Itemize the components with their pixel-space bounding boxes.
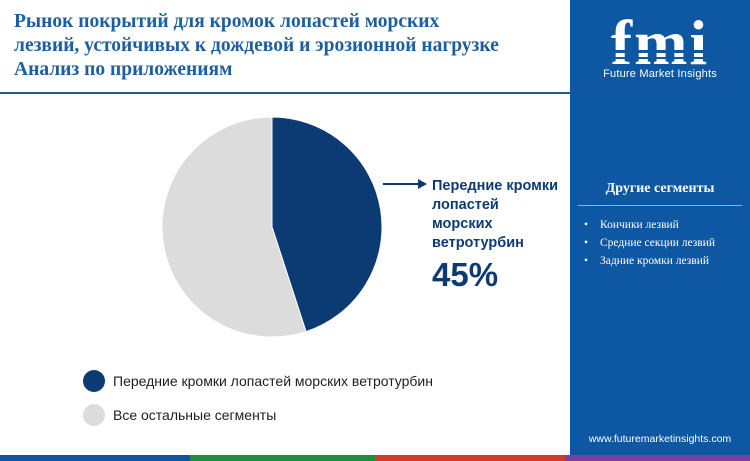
pie-slice-offshore-leading-edges <box>271 116 383 333</box>
bullet-icon: • <box>584 219 589 231</box>
logo-wordmark: fmi <box>611 10 709 78</box>
legend-label: Передние кромки лопастей морских ветроту… <box>113 373 433 389</box>
chart-title-line: Анализ по приложениям <box>14 59 233 80</box>
footer-segment <box>565 455 750 461</box>
callout-label-line: Передние кромки <box>432 178 559 194</box>
chart-legend: Передние кромки лопастей морских ветроту… <box>83 366 433 434</box>
segment-item-label: Кончики лезвий <box>600 219 679 231</box>
footer-segment <box>375 455 565 461</box>
segment-item-label: Средние секции лезвий <box>600 237 716 249</box>
callout-arrow <box>383 179 427 189</box>
footer-segment <box>0 455 190 461</box>
other-segments-heading: Другие сегменты <box>605 181 715 196</box>
fmi-logo: fmi <box>608 10 712 78</box>
footer-color-bar <box>0 455 750 461</box>
pie-chart <box>161 116 427 338</box>
legend-swatch-dot <box>83 370 105 392</box>
legend-item: Передние кромки лопастей морских ветроту… <box>83 366 433 396</box>
website-url[interactable]: www.futuremarketinsights.com <box>588 433 732 445</box>
logo-subtitle: Future Market Insights <box>603 68 717 80</box>
segment-item-label: Задние кромки лезвий <box>600 255 710 267</box>
pie-slice-other-segments <box>161 116 307 338</box>
callout-value: 45% <box>432 256 499 293</box>
panel-divider <box>578 205 742 206</box>
legend-label: Все остальные сегменты <box>113 407 277 423</box>
legend-item: Все остальные сегменты <box>83 400 433 430</box>
legend-swatch-dot <box>83 404 105 426</box>
other-segments-list: • Кончики лезвий • Средние секции лезвий •… <box>584 217 715 271</box>
segment-item: • Задние кромки лезвий <box>584 253 715 270</box>
chart-title: Рынок покрытий для кромок лопастей морск… <box>14 10 564 82</box>
footer-segment <box>190 455 375 461</box>
segment-item: • Средние секции лезвий <box>584 235 715 252</box>
callout-label-line: ветротурбин <box>432 235 524 251</box>
segment-item: • Кончики лезвий <box>584 217 715 234</box>
highlight-callout: Передние кромки лопастей морских ветроту… <box>432 177 572 295</box>
chart-title-line: лезвий, устойчивых к дождевой и эрозионн… <box>14 35 499 56</box>
bullet-icon: • <box>584 237 589 249</box>
callout-label-line: лопастей <box>432 197 499 213</box>
chart-title-line: Рынок покрытий для кромок лопастей морск… <box>14 11 440 32</box>
bullet-icon: • <box>584 255 589 267</box>
title-divider <box>0 92 570 94</box>
pie-slices <box>161 116 383 338</box>
callout-label-line: морских <box>432 216 493 232</box>
side-panel: fmi Future Market Insights Другие сегмен… <box>570 0 750 455</box>
